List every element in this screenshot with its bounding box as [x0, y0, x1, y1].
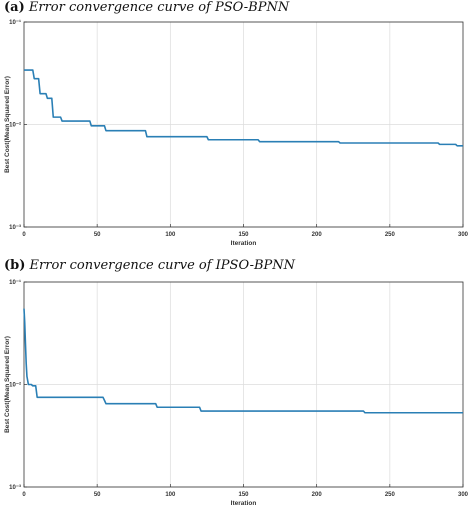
caption-text: Error convergence curve of PSO-BPNN [28, 0, 290, 15]
x-axis-title: Iteration [231, 500, 257, 507]
series-line [24, 69, 463, 147]
caption-letter: (b) [4, 258, 26, 273]
x-tick-label: 300 [458, 492, 469, 498]
x-tick-label: 0 [22, 232, 26, 238]
x-tick-label: 0 [22, 492, 26, 498]
caption-letter: (a) [4, 0, 25, 15]
y-tick-label: 10⁻¹ [9, 279, 21, 286]
x-tick-label: 100 [165, 492, 176, 498]
chart-pso-bpnn: 0 50 100 150 200 250 300 10⁻¹ 10⁻² 10⁻³ Iteration B… [4, 19, 469, 247]
x-tick-label: 200 [312, 492, 323, 498]
x-tick-label: 50 [94, 232, 101, 238]
panel-caption-b: (b) Error convergence curve of IPSO-BPNN [4, 258, 295, 273]
x-axis-title: Iteration [231, 240, 257, 247]
y-axis-title: Best Cost(Mean Squared Error) [4, 336, 11, 433]
y-axis-title: Best Cost(Mean Squared Error) [4, 76, 11, 173]
y-tick-label: 10⁻² [9, 122, 21, 129]
chart-ipso-bpnn: 0 50 100 150 200 250 300 10⁻¹ 10⁻² 10⁻³ Iteration B… [4, 279, 469, 507]
x-tick-label: 50 [94, 492, 101, 498]
x-tick-label: 150 [238, 492, 249, 498]
y-tick-label: 10⁻³ [9, 224, 21, 231]
panel-caption-a: (a) Error convergence curve of PSO-BPNN [4, 0, 289, 15]
x-tick-label: 100 [165, 232, 176, 238]
x-tick-label: 250 [385, 232, 396, 238]
y-tick-label: 10⁻³ [9, 484, 21, 491]
series-line [23, 308, 463, 414]
y-tick-label: 10⁻¹ [9, 19, 21, 26]
x-tick-label: 250 [385, 492, 396, 498]
x-tick-label: 150 [238, 232, 249, 238]
y-tick-label: 10⁻² [9, 382, 21, 389]
x-tick-label: 300 [458, 232, 469, 238]
caption-text: Error convergence curve of IPSO-BPNN [29, 258, 296, 273]
x-tick-label: 200 [312, 232, 323, 238]
